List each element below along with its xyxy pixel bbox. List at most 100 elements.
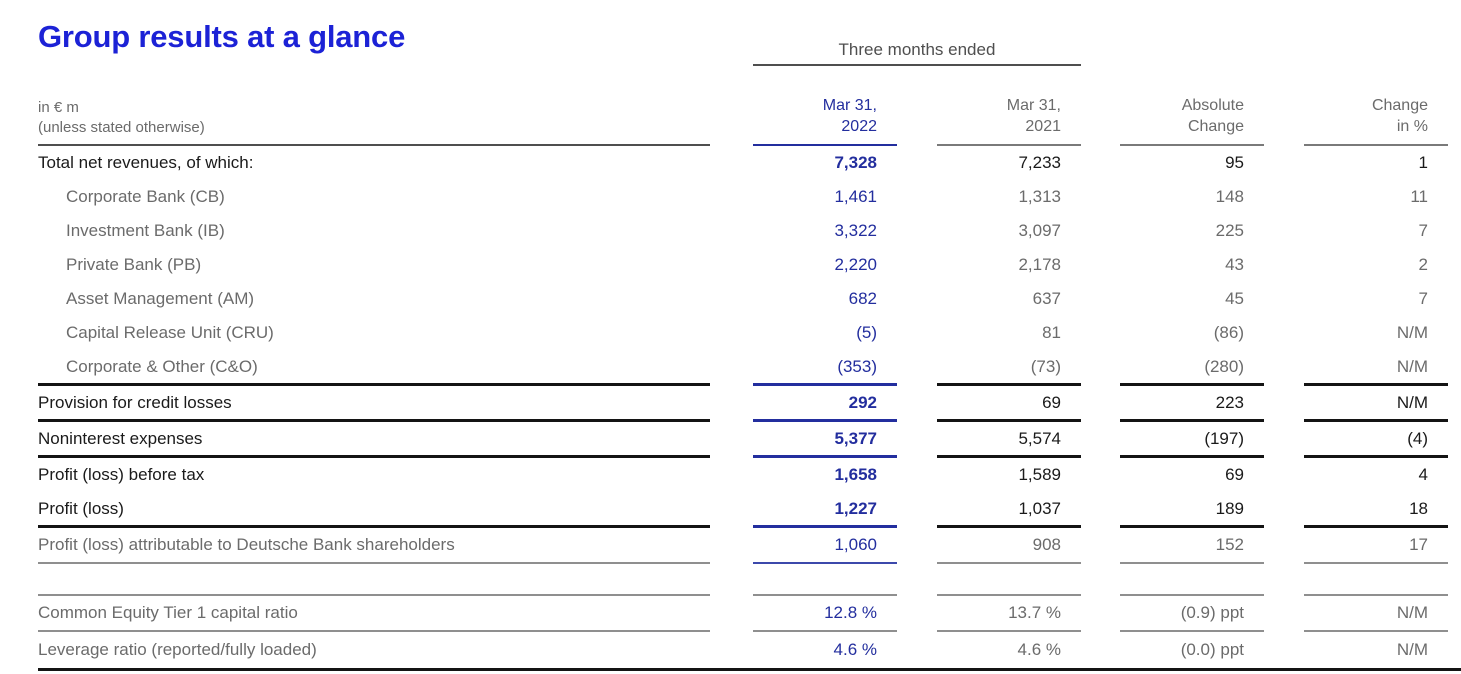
row-value: 682 (848, 289, 877, 308)
column-group-header-label: Three months ended (838, 40, 996, 59)
row-value: N/M (1304, 596, 1448, 632)
row-label: Profit (loss) attributable to Deutsche B… (38, 528, 710, 564)
row-value: 69 (937, 386, 1081, 422)
row-value: (73) (937, 350, 1081, 386)
table-row: Profit (loss) attributable to Deutsche B… (38, 528, 1461, 564)
row-value: N/M (1304, 386, 1448, 422)
row-value: 95 (1225, 153, 1244, 172)
row-label: Common Equity Tier 1 capital ratio (38, 596, 710, 632)
column-header-mar-2021: Mar 31, 2021 (937, 66, 1081, 146)
row-value: (0.0) ppt (1180, 640, 1244, 659)
row-value: 7,233 (1018, 153, 1061, 172)
row-label: Corporate Bank (CB) (66, 187, 225, 206)
table-row: Total net revenues, of which: 7,328 7,233 9… (38, 146, 1461, 180)
row-value: 5,377 (753, 422, 897, 458)
row-value: 5,574 (937, 422, 1081, 458)
row-value: (5) (856, 323, 877, 342)
row-label: Private Bank (PB) (66, 255, 202, 274)
row-value: (86) (1213, 323, 1244, 342)
row-value: 3,322 (834, 221, 877, 240)
row-label: Total net revenues, of which: (38, 153, 254, 172)
table-row: Profit (loss) before tax 1,658 1,589 69 4 (38, 458, 1461, 492)
table-row: Profit (loss) 1,227 1,037 189 18 (38, 492, 1461, 528)
unit-label-line1: in € m (38, 98, 79, 116)
row-value: 4.6 % (1017, 640, 1061, 659)
row-label: Capital Release Unit (CRU) (66, 323, 274, 342)
table-row: Noninterest expenses 5,377 5,574 (197) (4) (38, 422, 1461, 458)
row-label: Provision for credit losses (38, 386, 710, 422)
row-value: 69 (1225, 465, 1244, 484)
row-value: 2,220 (834, 255, 877, 274)
table-row: Leverage ratio (reported/fully loaded) 4.… (38, 632, 1461, 671)
table-row: Corporate & Other (C&O) (353) (73) (280) N/M (38, 350, 1461, 386)
row-value: (197) (1120, 422, 1264, 458)
column-header-change-percent: Change in % (1304, 66, 1448, 146)
row-value: 18 (1304, 492, 1448, 528)
column-header-absolute-change: Absolute Change (1120, 66, 1264, 146)
row-value: 148 (1215, 187, 1244, 206)
row-value: 11 (1410, 187, 1428, 206)
row-label: Noninterest expenses (38, 422, 710, 458)
row-label: Asset Management (AM) (66, 289, 255, 308)
row-value: 2 (1418, 255, 1428, 274)
row-value: 2,178 (1018, 255, 1061, 274)
row-value: 4 (1418, 465, 1428, 484)
table-body: Total net revenues, of which: 7,328 7,233 9… (38, 146, 1461, 671)
row-value (1304, 564, 1448, 596)
table-header-row: in € m (unless stated otherwise) Mar 31,… (38, 66, 1461, 146)
row-value: N/M (1396, 640, 1428, 659)
row-value: 17 (1304, 528, 1448, 564)
row-label: Profit (loss) before tax (38, 465, 205, 484)
row-value: 1,060 (753, 528, 897, 564)
row-value: 3,097 (1018, 221, 1061, 240)
row-label: Investment Bank (IB) (66, 221, 225, 240)
row-value: 81 (1042, 323, 1061, 342)
table-row: Common Equity Tier 1 capital ratio 12.8 %… (38, 596, 1461, 632)
row-value: 637 (1032, 289, 1061, 308)
row-label: Profit (loss) (38, 492, 710, 528)
column-group-header: Three months ended (753, 20, 1081, 66)
row-value: (4) (1304, 422, 1448, 458)
column-header-mar-2022: Mar 31, 2022 (753, 66, 897, 146)
report-top-row: Group results at a glance Three months e… (38, 19, 1461, 66)
spacer-row (38, 564, 1461, 596)
row-value: 189 (1120, 492, 1264, 528)
table-row: Corporate Bank (CB) 1,461 1,313 148 11 (38, 180, 1461, 214)
row-value: 292 (753, 386, 897, 422)
row-value: 223 (1120, 386, 1264, 422)
row-value (1120, 564, 1264, 596)
title-cell: Group results at a glance (38, 19, 710, 66)
row-value: 908 (937, 528, 1081, 564)
row-value: 7 (1418, 289, 1428, 308)
row-value: (280) (1120, 350, 1264, 386)
row-value: (0.9) ppt (1120, 596, 1264, 632)
row-value: 45 (1225, 289, 1244, 308)
row-value: 1,658 (834, 465, 877, 484)
row-value (753, 564, 897, 596)
row-value: 1 (1418, 153, 1428, 172)
row-value: 12.8 % (753, 596, 897, 632)
row-value: 1,461 (834, 187, 877, 206)
table-row: Capital Release Unit (CRU) (5) 81 (86) N/M (38, 316, 1461, 350)
row-value: 4.6 % (833, 640, 877, 659)
row-value: 1,037 (937, 492, 1081, 528)
row-value: 43 (1225, 255, 1244, 274)
table-row: Private Bank (PB) 2,220 2,178 43 2 (38, 248, 1461, 282)
table-row: Provision for credit losses 292 69 223 N/M (38, 386, 1461, 422)
row-value: 13.7 % (937, 596, 1081, 632)
row-value (937, 564, 1081, 596)
row-value: 1,589 (1018, 465, 1061, 484)
unit-label-line2: (unless stated otherwise) (38, 118, 205, 136)
row-label: Corporate & Other (C&O) (38, 350, 710, 386)
row-value: 7 (1418, 221, 1428, 240)
row-label (38, 564, 710, 596)
row-value: N/M (1396, 323, 1428, 342)
row-value: 7,328 (834, 153, 877, 172)
row-value: N/M (1304, 350, 1448, 386)
row-value: 1,227 (753, 492, 897, 528)
table-row: Asset Management (AM) 682 637 45 7 (38, 282, 1461, 316)
table-row: Investment Bank (IB) 3,322 3,097 225 7 (38, 214, 1461, 248)
page-title: Group results at a glance (38, 19, 406, 54)
row-value: 1,313 (1018, 187, 1061, 206)
